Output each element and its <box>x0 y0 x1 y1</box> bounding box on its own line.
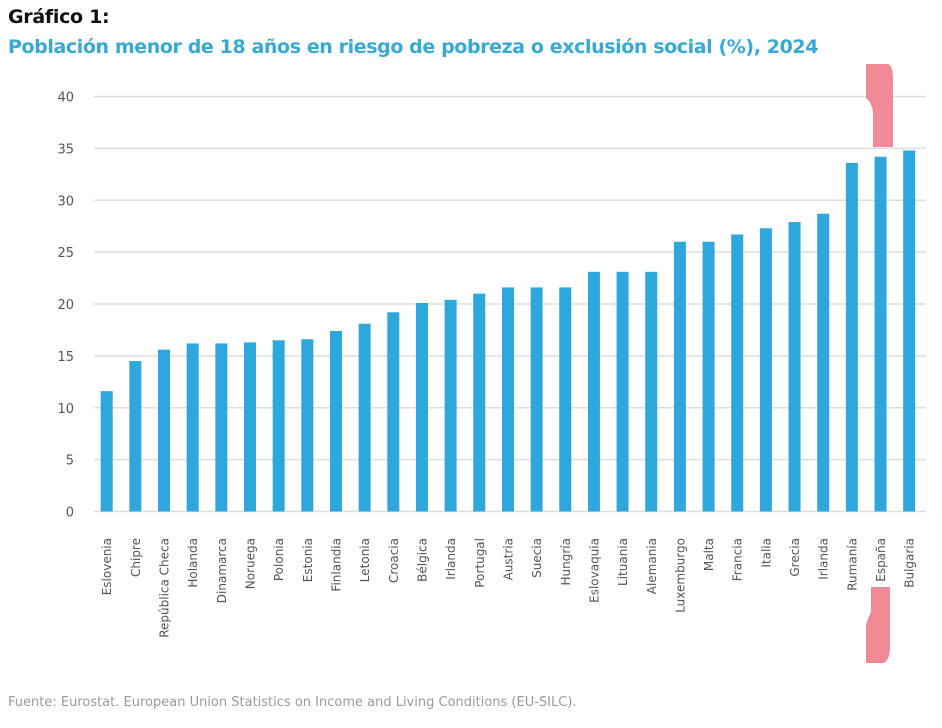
x-tick-label: Grecia <box>788 538 802 577</box>
bar-austria <box>501 287 514 512</box>
figure-label: Gráfico 1: <box>8 6 110 28</box>
bar-malta <box>702 241 715 512</box>
y-tick-label: 5 <box>66 454 74 469</box>
bar-polonia <box>272 340 285 512</box>
x-tick-label: Dinamarca <box>215 538 229 603</box>
bar-hungría <box>559 287 572 512</box>
x-tick-label: Francia <box>731 538 745 581</box>
x-tick-label: Irlanda <box>444 538 458 580</box>
highlight-annotation <box>866 64 893 663</box>
x-tick-label: Finlandia <box>329 538 343 592</box>
x-tick-label: Alemania <box>645 538 659 594</box>
y-tick-label: 35 <box>57 142 74 157</box>
y-tick-label: 0 <box>66 506 74 521</box>
x-tick-label: Holanda <box>186 538 200 588</box>
bar-bélgica <box>415 302 428 512</box>
y-axis-ticks: 0 5 10 15 20 25 30 35 40 <box>57 91 74 521</box>
x-tick-label: Polonia <box>272 538 286 581</box>
x-tick-label: Bulgaria <box>903 538 917 588</box>
x-tick-label: Eslovenia <box>100 538 114 595</box>
bar-alemania <box>645 271 658 512</box>
x-tick-label: Luxemburgo <box>673 538 687 613</box>
bars <box>100 150 916 512</box>
x-tick-label: Estonia <box>301 538 315 582</box>
bar-chipre <box>129 361 142 512</box>
bar-república-checa <box>158 349 171 512</box>
bar-finlandia <box>329 330 342 512</box>
x-tick-label: Chipre <box>129 538 143 577</box>
bar-francia <box>731 234 744 512</box>
bar-irlanda <box>817 213 830 512</box>
x-tick-label: Suecia <box>530 538 544 578</box>
bar-estonia <box>301 339 314 512</box>
bar-eslovaquia <box>587 271 600 512</box>
bar-suecia <box>530 287 543 512</box>
x-tick-label: Malta <box>702 538 716 571</box>
y-tick-label: 40 <box>57 91 74 106</box>
bar-dinamarca <box>215 343 228 512</box>
highlight-bracket-top <box>866 64 893 147</box>
bar-españa <box>874 156 887 512</box>
y-tick-label: 25 <box>57 246 74 261</box>
bar-bulgaria <box>903 150 916 512</box>
x-tick-label: Rumanía <box>845 538 859 591</box>
bar-lituania <box>616 271 629 512</box>
bar-holanda <box>186 343 199 512</box>
x-tick-label: Noruega <box>244 538 258 589</box>
bar-portugal <box>473 293 486 512</box>
x-tick-label: Italia <box>759 538 773 568</box>
highlight-bracket-bottom <box>866 587 890 663</box>
x-tick-label: República Checa <box>158 538 172 638</box>
x-tick-label: Letonia <box>358 538 372 582</box>
bar-rumanía <box>845 162 858 512</box>
bar-eslovenia <box>100 391 113 512</box>
bar-irlanda <box>444 299 457 512</box>
bar-luxemburgo <box>673 241 686 512</box>
y-tick-label: 10 <box>57 402 74 417</box>
bar-chart: 0 5 10 15 20 25 30 35 40 Eslovenia Chipre Repúblic… <box>57 64 926 663</box>
x-tick-label: Hungría <box>559 538 573 585</box>
bar-italia <box>759 228 772 512</box>
bar-letonia <box>358 323 371 512</box>
x-tick-label: Eslovaquia <box>587 538 601 603</box>
bar-noruega <box>244 342 257 512</box>
y-tick-label: 20 <box>57 298 74 313</box>
source-note: Fuente: Eurostat. European Union Statist… <box>8 695 577 710</box>
chart-title: Población menor de 18 años en riesgo de … <box>8 36 819 58</box>
x-tick-label: Portugal <box>473 538 487 588</box>
bar-croacia <box>387 312 400 512</box>
x-tick-label: Austria <box>501 538 515 580</box>
x-tick-label: Bélgica <box>415 538 429 582</box>
x-tick-label: España <box>874 538 888 582</box>
x-tick-label: Irlanda <box>817 538 831 580</box>
x-axis-ticks: Eslovenia Chipre República Checa Holanda Din… <box>100 538 917 638</box>
x-tick-label: Croacia <box>387 538 401 583</box>
gridlines <box>94 95 926 513</box>
x-tick-label: Lituania <box>616 538 630 586</box>
bar-grecia <box>788 222 801 512</box>
y-tick-label: 15 <box>57 350 74 365</box>
y-tick-label: 30 <box>57 194 74 209</box>
